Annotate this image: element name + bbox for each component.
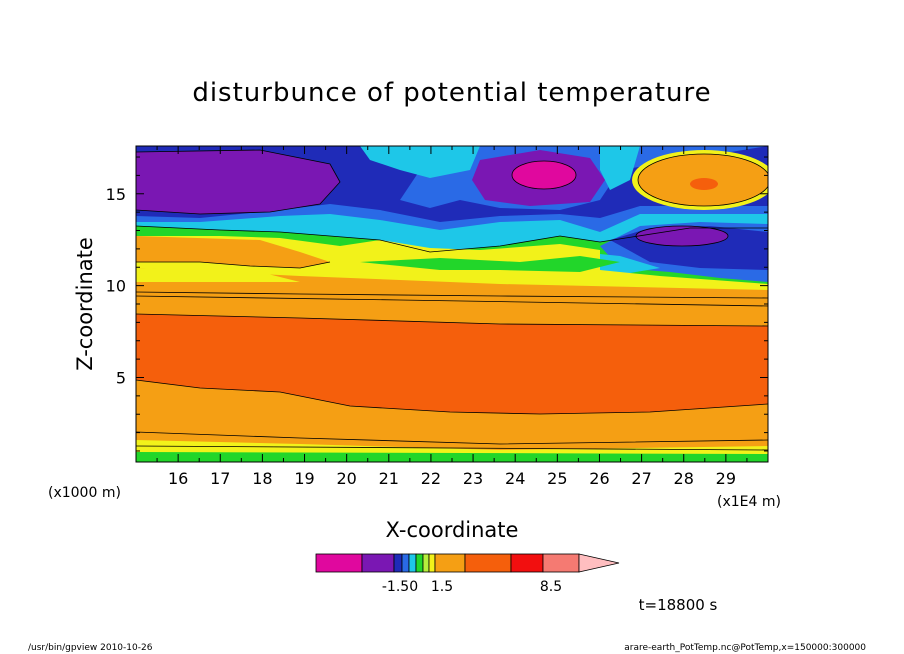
colorbar-labels: -1.50 1.5 8.5 xyxy=(382,579,562,595)
x-axis-unit: (x1E4 m) xyxy=(717,494,781,510)
x-tick-label: 22 xyxy=(421,469,441,488)
x-axis-label: X-coordinate xyxy=(386,518,519,542)
colorbar-segment xyxy=(393,553,403,573)
colorbar xyxy=(315,553,620,573)
colorbar-segment xyxy=(542,553,580,573)
x-tick-label: 26 xyxy=(589,469,609,488)
contour-field xyxy=(136,146,768,462)
x-tick-label: 24 xyxy=(505,469,525,488)
x-tick-label: 28 xyxy=(674,469,694,488)
colorbar-label: 8.5 xyxy=(540,579,562,595)
colorbar-segment xyxy=(464,553,512,573)
x-tick-label: 18 xyxy=(252,469,272,488)
colorbar-label: 1.5 xyxy=(431,579,453,595)
chart-title: disturbunce of potential temperature xyxy=(192,78,711,108)
y-tick-label: 5 xyxy=(116,368,126,387)
y-axis-unit: (x1000 m) xyxy=(48,485,121,501)
colorbar-segment xyxy=(361,553,395,573)
x-tick-label: 16 xyxy=(168,469,188,488)
y-tick-label: 10 xyxy=(106,277,126,296)
colorbar-segment xyxy=(408,553,417,573)
colorbar-segment xyxy=(428,553,436,573)
y-axis-label: Z-coordinate xyxy=(73,237,97,371)
x-tick-label: 21 xyxy=(379,469,399,488)
colorbar-segment xyxy=(315,553,363,573)
colorbar-segment xyxy=(422,553,430,573)
y-ticks: 5 10 15 xyxy=(106,156,768,452)
x-tick-label: 20 xyxy=(336,469,356,488)
colorbar-extend-arrow xyxy=(578,553,620,573)
colorbar-label: -1.50 xyxy=(382,579,418,595)
x-tick-label: 29 xyxy=(716,469,736,488)
x-ticks: 16 17 18 19 20 21 22 23 24 25 26 27 28 29 xyxy=(135,146,769,488)
x-tick-label: 23 xyxy=(463,469,483,488)
x-tick-label: 17 xyxy=(210,469,230,488)
time-label: t=18800 s xyxy=(639,596,718,614)
footer-left: /usr/bin/gpview 2010-10-26 xyxy=(28,643,153,653)
colorbar-segment xyxy=(510,553,544,573)
colorbar-segment xyxy=(434,553,466,573)
x-tick-label: 27 xyxy=(631,469,651,488)
footer-right: arare-earth_PotTemp.nc@PotTemp,x=150000:… xyxy=(624,643,866,653)
y-tick-label: 15 xyxy=(106,185,126,204)
x-tick-label: 25 xyxy=(547,469,567,488)
colorbar-segment xyxy=(415,553,424,573)
x-tick-label: 19 xyxy=(294,469,314,488)
colorbar-segment xyxy=(401,553,410,573)
